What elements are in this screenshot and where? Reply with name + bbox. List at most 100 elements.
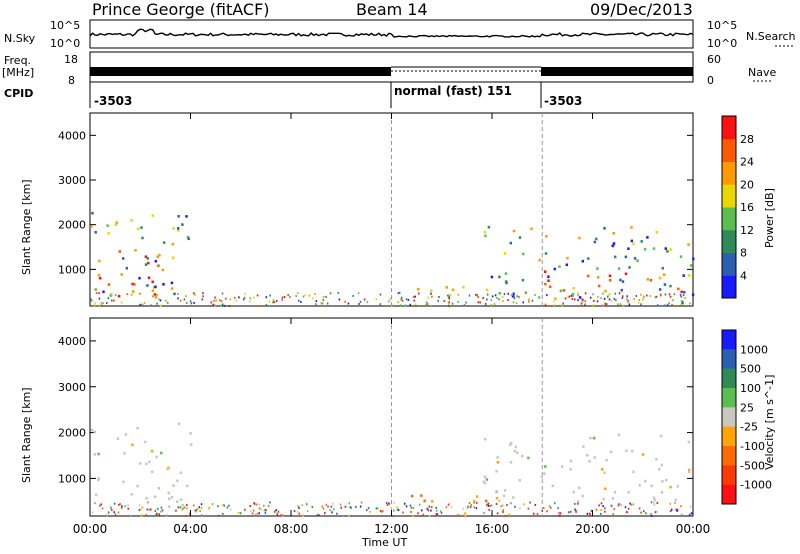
data-cell [516,295,518,298]
nsky-line [89,28,694,38]
data-cell [186,507,188,510]
data-cell [199,510,201,513]
data-cell [405,505,408,508]
data-cell [331,511,333,514]
data-cell [276,513,278,516]
data-cell [115,223,118,226]
data-cell [687,440,690,444]
data-cell [658,468,661,471]
data-cell [559,289,563,293]
data-cell [669,248,672,251]
data-cell [494,294,497,297]
colorbar-tick-label: 25 [740,401,754,414]
data-cell [516,451,519,454]
data-cell [622,304,625,307]
data-cell [682,294,685,297]
data-cell [106,302,108,304]
data-cell [555,298,558,301]
data-cell [228,504,230,507]
data-cell [629,502,631,505]
data-cell [269,501,271,504]
data-cell [646,294,648,297]
data-cell [589,296,592,299]
data-cell [470,504,472,507]
data-cell [613,298,616,300]
data-cell [584,303,586,306]
data-cell [688,470,691,474]
colorbar-tick-label: 24 [740,156,754,169]
data-cell [252,509,255,512]
data-cell [239,512,242,515]
data-cell [498,499,501,503]
data-cell [643,295,645,298]
data-cell [691,293,695,297]
data-cell [682,300,684,303]
data-cell [638,299,640,301]
data-cell [106,514,108,517]
data-cell [125,266,128,270]
velocity-colorbar: 1000 500 100 25 -25 -100 -500 -1000 [721,329,772,505]
data-cell [677,508,679,511]
data-cell [127,504,129,507]
data-cell [420,494,423,497]
station-title: Prince George (fitACF) [92,0,270,19]
data-cell [581,259,584,263]
data-cell [543,472,546,475]
data-cell [189,300,192,303]
data-cell [111,299,113,302]
data-cell [654,511,657,514]
data-cell [101,303,103,306]
data-cell [161,509,164,512]
data-cell [587,274,590,278]
data-cell [451,288,455,292]
data-cell [671,508,673,511]
data-cell [540,475,543,479]
cpid-segment-3: -3503 [544,94,583,108]
data-cell [482,480,485,484]
data-cell [657,304,659,307]
data-cell [503,293,506,296]
data-cell [602,497,605,501]
data-cell [277,510,280,513]
data-cell [179,506,182,509]
data-cell [90,428,94,432]
data-cell [644,479,647,483]
data-cell [150,449,154,453]
data-cell [212,303,215,306]
data-cell [400,298,402,301]
data-cell [477,301,479,304]
data-cell [297,292,299,295]
data-cell [377,507,379,510]
data-cell [325,295,327,298]
data-cell [95,493,98,497]
data-cell [447,294,449,297]
data-cell [572,286,575,290]
data-cell [663,283,667,286]
data-cell [550,506,552,509]
data-cell [487,502,490,505]
data-cell [536,512,539,515]
data-cell [611,300,613,303]
data-cell [107,297,110,300]
colorbar-swatch [722,465,736,486]
data-cell [193,504,195,507]
data-cell [177,422,181,426]
data-cell [391,304,393,307]
data-cell [680,295,682,298]
data-cell [457,300,459,303]
data-cell [263,504,265,507]
data-cell [147,261,150,265]
data-cell [669,510,672,513]
data-cell [237,511,240,514]
freq-bar-3 [541,67,693,76]
data-cell [488,508,490,511]
data-cell [600,509,602,511]
data-cell [418,503,421,506]
data-cell [114,513,117,516]
data-cell [282,514,284,517]
colorbar-tick-label: 20 [740,178,754,191]
data-cell [512,229,516,233]
data-cell [329,509,331,511]
data-cell [382,509,384,512]
data-cell [491,504,493,507]
